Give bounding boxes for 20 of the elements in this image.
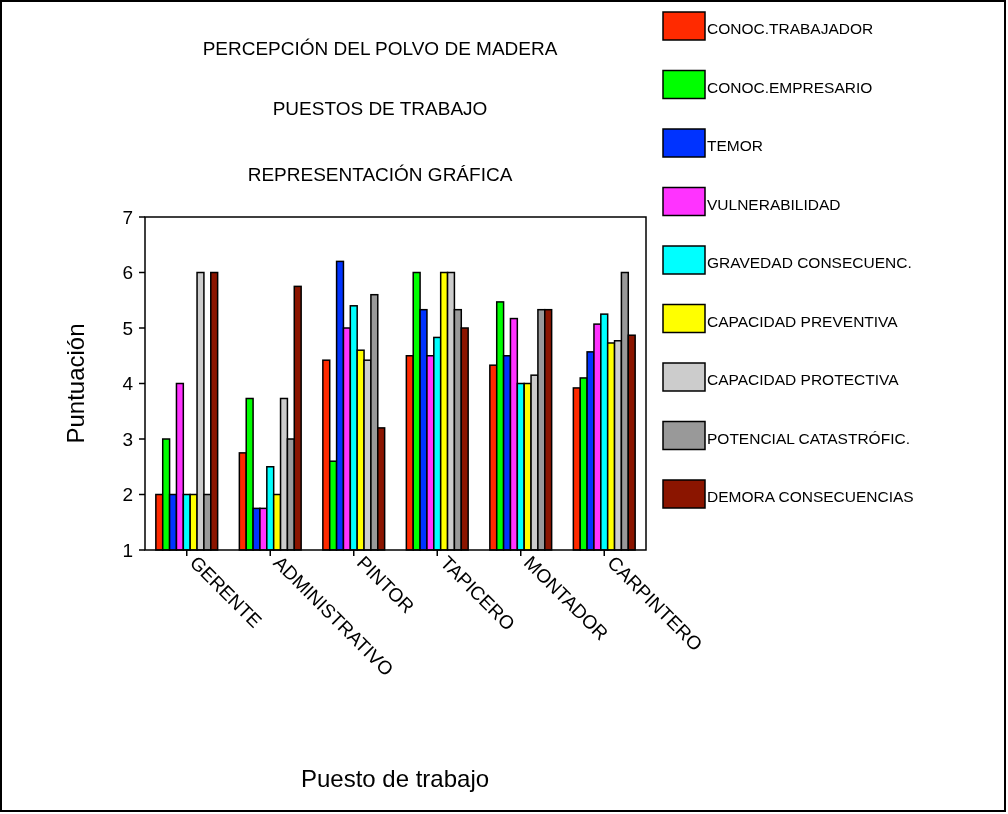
chart-title: PERCEPCIÓN DEL POLVO DE MADERA <box>202 38 558 59</box>
legend-label: CONOC.EMPRESARIO <box>707 78 873 96</box>
x-axis-title: Puesto de trabajo <box>300 765 490 792</box>
legend-label: VULNERABILIDAD <box>707 195 841 213</box>
legend-label: CONOC.TRABAJADOR <box>707 20 874 38</box>
y-tick-label: 5 <box>122 317 133 339</box>
legend-label: TEMOR <box>707 137 763 155</box>
y-tick-label: 2 <box>122 484 133 506</box>
y-tick-label: 4 <box>122 373 134 395</box>
y-tick-label: 6 <box>122 262 133 284</box>
legend-label: CAPACIDAD PROTECTIVA <box>707 371 900 389</box>
y-tick-label: 1 <box>122 539 133 561</box>
y-axis-title: Puntuación <box>62 323 89 444</box>
legend-label: DEMORA CONSECUENCIAS <box>707 488 914 506</box>
text: PUESTOS DE TRABAJO REPRESENTACIÓN GRÁFICA <box>247 98 513 185</box>
y-tick-label: 7 <box>122 206 133 228</box>
legend-label: CAPACIDAD PREVENTIVA <box>707 312 899 330</box>
y-tick-label: 3 <box>122 428 133 450</box>
legend-label: GRAVEDAD CONSECUENC. <box>707 254 912 272</box>
legend-label: POTENCIAL CATASTRÓFIC. <box>707 429 910 447</box>
